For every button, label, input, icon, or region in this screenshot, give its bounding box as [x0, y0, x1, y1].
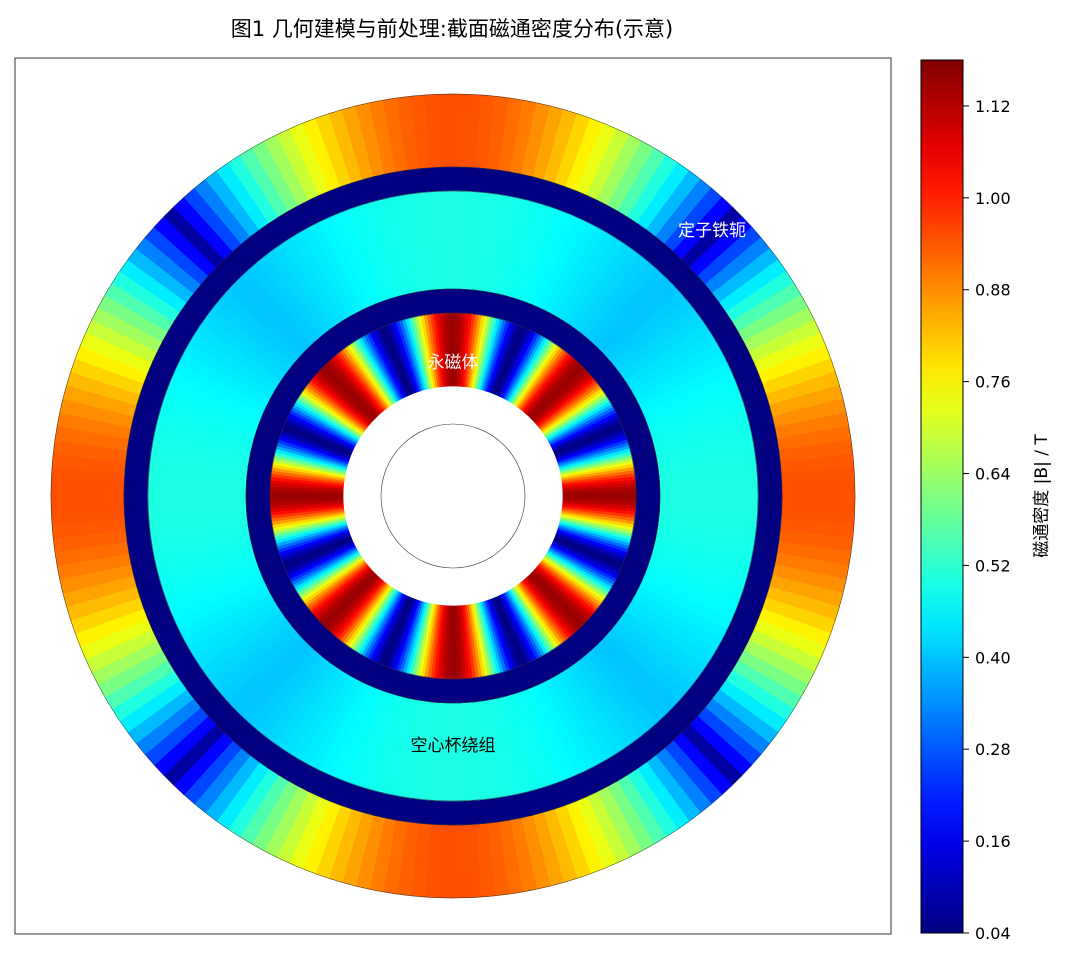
label-stator-yoke: 定子铁轭: [678, 221, 746, 241]
gap-ring-outer: [463, 166, 490, 194]
gap-ring-outer: [395, 168, 423, 196]
gap-ring-outer: [754, 449, 782, 477]
gap-ring-inner: [633, 466, 660, 485]
yoke-sector: [451, 824, 468, 899]
yoke-sector: [781, 481, 856, 498]
label-winding: 空心杯绕组: [411, 736, 496, 756]
colorbar-tick-label: 0.04: [975, 924, 1011, 943]
gap-ring-outer: [441, 166, 467, 192]
colorbar-ticks: 0.04 0.16 0.28 0.40 0.52 0.64 0.76 0.88 1.00 1.12: [963, 97, 1011, 943]
gap-ring-outer: [418, 166, 444, 194]
gap-ring-inner: [445, 288, 462, 314]
ring-outline: [147, 190, 759, 802]
gap-ring-outer: [123, 494, 150, 520]
colorbar-tick-label: 0.40: [975, 648, 1011, 667]
gap-ring-outer: [756, 472, 783, 498]
label-magnet: 永磁体: [428, 353, 479, 373]
gap-ring-outer: [483, 796, 511, 824]
colorbar-tick-label: 1.00: [975, 189, 1011, 208]
gap-ring-inner: [635, 481, 661, 498]
yoke-sector: [50, 494, 125, 511]
gap-ring-inner: [458, 677, 475, 704]
colorbar-tick-label: 0.64: [975, 465, 1011, 484]
gap-ring-outer: [416, 798, 443, 826]
ring-outline: [269, 312, 637, 680]
gap-ring-inner: [431, 288, 448, 315]
gap-ring-outer: [462, 798, 488, 826]
cross-section-rings: [50, 93, 856, 899]
colorbar-tick-label: 0.76: [975, 373, 1011, 392]
colorbar-tick-label: 0.88: [975, 281, 1011, 300]
gap-ring-outer: [756, 495, 783, 521]
colorbar-tick-label: 0.16: [975, 832, 1011, 851]
gap-ring-outer: [439, 800, 465, 826]
colorbar-tick-label: 1.12: [975, 97, 1011, 116]
colorbar: [920, 59, 964, 934]
gap-ring-inner: [246, 507, 273, 526]
shaft-hole: [380, 423, 526, 569]
ring-outline: [123, 166, 783, 826]
ring-outline: [50, 93, 856, 899]
colorbar-tick-label: 0.52: [975, 556, 1011, 575]
colorbar-tick-label: 0.28: [975, 740, 1011, 759]
gap-ring-outer: [124, 515, 152, 543]
colorbar-label: 磁通密度 |B| / T: [1032, 434, 1052, 558]
gap-ring-outer: [123, 471, 150, 497]
ring-outline: [245, 288, 661, 704]
gap-ring-inner: [444, 678, 461, 704]
chart-title: 图1 几何建模与前处理:截面磁通密度分布(示意): [231, 17, 674, 41]
gap-ring-inner: [245, 494, 271, 511]
yoke-sector: [438, 93, 455, 168]
